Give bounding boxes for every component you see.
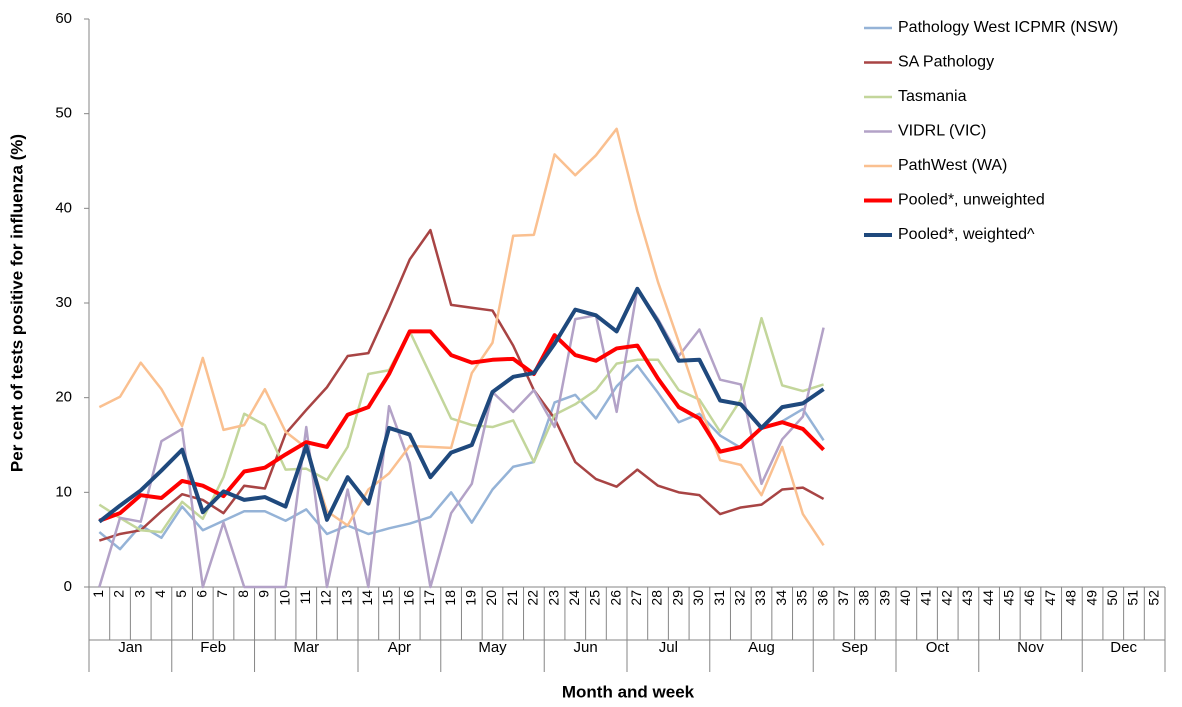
y-tick-label: 20 xyxy=(55,389,72,406)
series-line xyxy=(98,364,825,551)
x-tick-label: 39 xyxy=(876,590,892,606)
month-label: Jul xyxy=(659,639,678,656)
month-label: Oct xyxy=(926,639,950,656)
x-tick-label: 32 xyxy=(732,590,748,606)
x-tick-label: 42 xyxy=(938,590,954,606)
series-line xyxy=(98,329,825,523)
x-tick-label: 43 xyxy=(959,590,975,606)
x-tick-label: 10 xyxy=(276,590,292,606)
x-tick-label: 44 xyxy=(980,590,996,606)
x-tick-label: 18 xyxy=(442,590,458,606)
legend-label: Pooled*, weighted^ xyxy=(898,226,1035,243)
x-tick-label: 23 xyxy=(545,590,561,606)
x-tick-label: 17 xyxy=(421,590,437,606)
y-axis-title: Per cent of tests positive for influenza… xyxy=(7,134,26,472)
month-label: Nov xyxy=(1017,639,1044,656)
x-tick-label: 40 xyxy=(897,590,913,606)
x-tick-label: 8 xyxy=(235,590,251,598)
x-tick-label: 26 xyxy=(607,590,623,606)
month-label: Dec xyxy=(1110,639,1137,656)
x-tick-label: 46 xyxy=(1021,590,1037,606)
x-tick-label: 4 xyxy=(152,590,168,598)
x-tick-label: 22 xyxy=(525,590,541,606)
x-tick-label: 45 xyxy=(1001,590,1017,606)
x-tick-label: 28 xyxy=(649,590,665,606)
x-tick-label: 51 xyxy=(1125,590,1141,606)
month-label: May xyxy=(478,639,507,656)
x-tick-label: 24 xyxy=(566,590,582,606)
x-tick-label: 41 xyxy=(918,590,934,606)
x-tick-label: 36 xyxy=(814,590,830,606)
x-tick-label: 15 xyxy=(380,590,396,606)
x-tick-label: 47 xyxy=(1042,590,1058,606)
month-label: Sep xyxy=(841,639,868,656)
x-tick-label: 20 xyxy=(483,590,499,606)
x-tick-label: 38 xyxy=(856,590,872,606)
x-tick-label: 30 xyxy=(690,590,706,606)
x-tick-label: 48 xyxy=(1063,590,1079,606)
y-tick-label: 40 xyxy=(55,199,72,216)
x-tick-label: 11 xyxy=(297,590,313,605)
x-tick-label: 21 xyxy=(504,590,520,606)
legend-label: VIDRL (VIC) xyxy=(898,123,986,140)
x-tick-label: 31 xyxy=(711,590,727,606)
y-tick-label: 10 xyxy=(55,483,72,500)
x-tick-label: 49 xyxy=(1083,590,1099,606)
legend-label: Tasmania xyxy=(898,88,967,105)
y-tick-label: 60 xyxy=(55,10,72,27)
x-tick-label: 9 xyxy=(256,590,272,598)
x-tick-label: 7 xyxy=(214,590,230,598)
x-tick-label: 14 xyxy=(359,590,375,606)
x-tick-label: 6 xyxy=(194,590,210,598)
month-label: Jun xyxy=(574,639,598,656)
x-tick-label: 19 xyxy=(463,590,479,606)
month-label: Aug xyxy=(748,639,775,656)
x-tick-label: 25 xyxy=(587,590,603,606)
x-tick-label: 1 xyxy=(90,590,106,598)
x-tick-label: 12 xyxy=(318,590,334,606)
x-tick-label: 35 xyxy=(794,590,810,606)
x-tick-label: 29 xyxy=(669,590,685,606)
month-label: Feb xyxy=(200,639,226,656)
series-line xyxy=(98,127,825,547)
series-line xyxy=(98,316,824,534)
x-tick-label: 50 xyxy=(1104,590,1120,606)
series-line xyxy=(98,228,825,542)
x-tick-label: 16 xyxy=(400,590,416,606)
legend-label: Pooled*, unweighted xyxy=(898,192,1045,209)
legend-label: PathWest (WA) xyxy=(898,157,1007,174)
x-tick-label: 37 xyxy=(835,590,851,606)
x-tick-label: 13 xyxy=(338,590,354,606)
series-line xyxy=(98,286,825,524)
y-tick-label: 0 xyxy=(64,578,72,595)
x-axis-title: Month and week xyxy=(562,682,695,701)
x-tick-label: 2 xyxy=(111,590,127,598)
month-label: Jan xyxy=(118,639,142,656)
y-tick-label: 30 xyxy=(55,294,72,311)
legend-label: Pathology West ICPMR (NSW) xyxy=(898,19,1118,36)
series-line xyxy=(98,287,825,589)
x-tick-label: 5 xyxy=(173,590,189,598)
month-label: Apr xyxy=(388,639,411,656)
x-tick-label: 3 xyxy=(131,590,147,598)
x-tick-label: 33 xyxy=(752,590,768,606)
month-label: Mar xyxy=(293,639,319,656)
legend-label: SA Pathology xyxy=(898,54,994,71)
x-tick-label: 27 xyxy=(628,590,644,606)
y-tick-label: 50 xyxy=(55,105,72,122)
x-tick-label: 34 xyxy=(773,590,789,606)
x-tick-label: 52 xyxy=(1145,590,1161,606)
